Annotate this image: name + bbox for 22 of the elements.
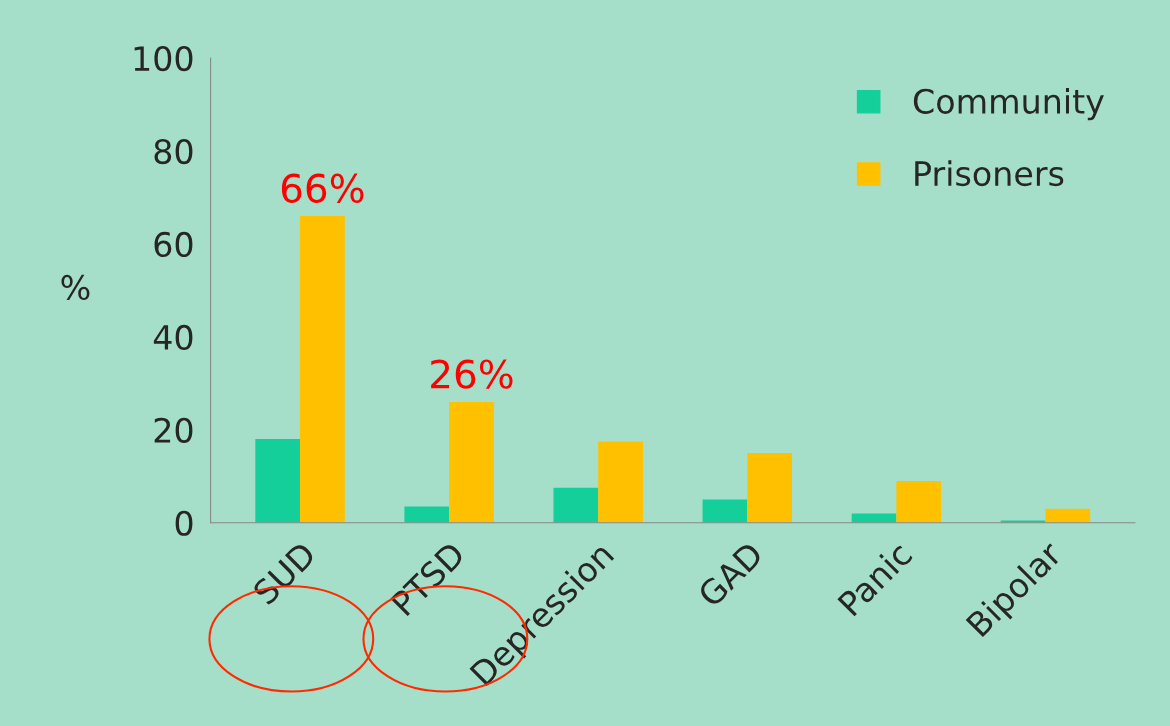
bar (300, 216, 345, 523)
data-label: 26% (431, 359, 513, 389)
bar (896, 480, 942, 523)
y-tick-label: 40 (153, 324, 193, 350)
y-tick-label: 20 (154, 417, 193, 443)
y-axis-title: % (61, 274, 90, 301)
bar (404, 506, 450, 523)
y-tick-label: 0 (175, 510, 193, 536)
y-tick-label: 80 (154, 138, 193, 165)
legend-label: Prisoners (915, 160, 1064, 187)
bar (449, 401, 494, 523)
bar (851, 513, 897, 523)
y-tick-label: 100 (134, 46, 193, 72)
bar (702, 499, 748, 523)
bar (1045, 508, 1091, 523)
bar (255, 439, 301, 523)
data-label: 66% (281, 173, 364, 203)
y-tick-label: 60 (154, 231, 193, 258)
bar (553, 487, 599, 523)
legend-label: Community (913, 88, 1104, 121)
bar (598, 441, 643, 523)
bar (747, 453, 793, 523)
